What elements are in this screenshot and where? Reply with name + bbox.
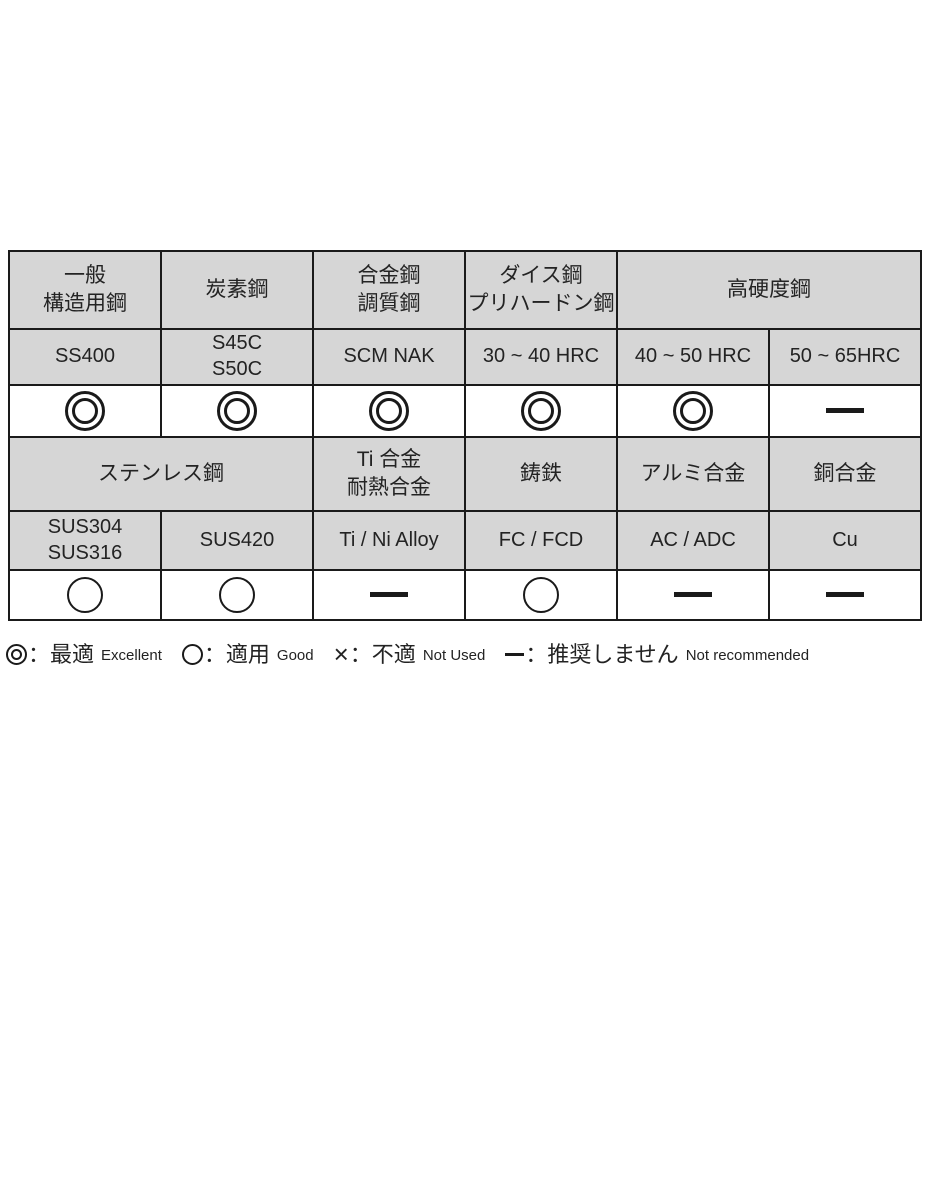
dash-symbol	[826, 408, 864, 414]
material-group-row-bottom: ステンレス鋼 Ti 合金 耐熱合金 鋳鉄 アルミ合金 銅合金	[8, 436, 922, 512]
rating-row-bottom	[8, 569, 922, 621]
grade-cell: SUS420	[160, 510, 314, 571]
legend-item-not-used: × ：不適 Not Used	[334, 637, 486, 669]
grade-cell: S45C S50C	[160, 328, 314, 386]
good-symbol	[67, 577, 103, 613]
rating-row-top	[8, 384, 922, 438]
rating-cell	[160, 569, 314, 621]
rating-cell	[768, 569, 922, 621]
legend-label-en: Excellent	[101, 646, 162, 664]
rating-cell	[616, 384, 770, 438]
grade-cell: 50 ~ 65HRC	[768, 328, 922, 386]
rating-cell	[768, 384, 922, 438]
group-header-general-structural-steel: 一般 構造用鋼	[8, 250, 162, 330]
rating-legend: ：最適 Excellent ：適用 Good × ：不適 Not Used ：推奨しませ…	[6, 637, 928, 669]
grade-row-top: SS400 S45C S50C SCM NAK 30 ~ 40 HRC 40 ~…	[8, 328, 922, 386]
material-group-row-top: 一般 構造用鋼 炭素鋼 合金鋼 調質鋼 ダイス鋼 プリハードン鋼 高硬度鋼	[8, 250, 922, 330]
legend-label-jp: ：適用	[203, 642, 270, 667]
not-used-symbol: ×	[333, 638, 349, 669]
group-header-aluminum-alloy: アルミ合金	[616, 436, 770, 512]
legend-label-en: Good	[276, 646, 314, 664]
grade-cell: Ti / Ni Alloy	[312, 510, 466, 571]
group-header-carbon-steel: 炭素鋼	[160, 250, 314, 330]
legend-item-not-recommended: ：推奨しません Not recommended	[505, 637, 809, 669]
grade-row-bottom: SUS304 SUS316 SUS420 Ti / Ni Alloy FC / …	[8, 510, 922, 571]
rating-cell	[8, 384, 162, 438]
legend-label-jp: ：不適	[349, 642, 416, 667]
legend-label-en: Not recommended	[685, 646, 810, 664]
good-symbol	[219, 577, 255, 613]
rating-cell	[312, 569, 466, 621]
excellent-symbol	[673, 391, 713, 431]
dash-symbol	[674, 592, 712, 598]
excellent-symbol	[65, 391, 105, 431]
legend-symbol-slot	[505, 640, 525, 666]
legend-symbol-slot	[6, 640, 28, 666]
good-symbol	[181, 643, 203, 665]
grade-cell: AC / ADC	[616, 510, 770, 571]
rating-cell	[160, 384, 314, 438]
excellent-symbol	[6, 643, 27, 665]
legend-label-jp: ：最適	[28, 642, 95, 667]
dash-symbol	[826, 592, 864, 598]
legend-symbol-slot: ×	[333, 638, 350, 669]
group-header-high-hardness-steel: 高硬度鋼	[616, 250, 922, 330]
legend-item-good: ：適用 Good	[181, 637, 314, 669]
grade-cell: FC / FCD	[464, 510, 618, 571]
group-header-stainless-steel: ステンレス鋼	[8, 436, 314, 512]
legend-label-en: Not Used	[422, 646, 486, 664]
legend-symbol-slot	[181, 640, 204, 666]
group-header-copper-alloy: 銅合金	[768, 436, 922, 512]
group-header-cast-iron: 鋳鉄	[464, 436, 618, 512]
grade-cell: SS400	[8, 328, 162, 386]
rating-cell	[8, 569, 162, 621]
group-header-alloy-steel: 合金鋼 調質鋼	[312, 250, 466, 330]
excellent-symbol	[217, 391, 257, 431]
rating-cell	[464, 384, 618, 438]
good-symbol	[523, 577, 559, 613]
grade-cell: 40 ~ 50 HRC	[616, 328, 770, 386]
excellent-symbol	[521, 391, 561, 431]
rating-cell	[312, 384, 466, 438]
grade-cell: 30 ~ 40 HRC	[464, 328, 618, 386]
dash-symbol	[370, 592, 408, 598]
excellent-symbol	[369, 391, 409, 431]
grade-cell: SCM NAK	[312, 328, 466, 386]
legend-item-excellent: ：最適 Excellent	[6, 637, 162, 669]
rating-cell	[464, 569, 618, 621]
legend-label-jp: ：推奨しません	[525, 642, 679, 667]
grade-cell: Cu	[768, 510, 922, 571]
material-compatibility-table: 一般 構造用鋼 炭素鋼 合金鋼 調質鋼 ダイス鋼 プリハードン鋼 高硬度鋼 SS…	[8, 250, 922, 621]
rating-cell	[616, 569, 770, 621]
dash-symbol	[505, 652, 525, 656]
grade-cell: SUS304 SUS316	[8, 510, 162, 571]
group-header-die-steel: ダイス鋼 プリハードン鋼	[464, 250, 618, 330]
group-header-ti-heat-resistant-alloy: Ti 合金 耐熱合金	[312, 436, 466, 512]
